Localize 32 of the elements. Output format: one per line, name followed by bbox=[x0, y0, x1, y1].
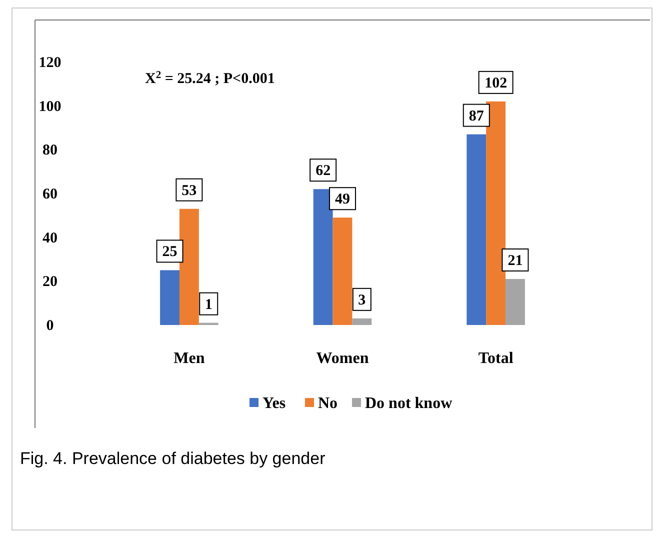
bar bbox=[313, 189, 333, 325]
data-label: 87 bbox=[468, 108, 484, 124]
y-tick-label: 0 bbox=[46, 318, 54, 334]
y-tick-label: 60 bbox=[42, 186, 58, 202]
data-label: 49 bbox=[335, 192, 350, 208]
x-tick-label: Men bbox=[174, 350, 205, 367]
bar bbox=[466, 134, 486, 325]
x-tick-label: Women bbox=[316, 350, 369, 367]
bar bbox=[506, 278, 525, 325]
bar bbox=[352, 318, 372, 325]
y-tick-label: 40 bbox=[42, 230, 58, 246]
x-tick-label: Total bbox=[478, 350, 514, 367]
annotation: X$^{2}$ = 25.24 ; P<0.001 bbox=[145, 70, 275, 87]
y-tick-label: 120 bbox=[38, 55, 62, 71]
y-tick-label: 80 bbox=[42, 142, 58, 159]
y-tick-label: 20 bbox=[42, 274, 58, 290]
legend-label: Yes bbox=[262, 395, 286, 412]
data-label: 1 bbox=[204, 296, 212, 313]
bar bbox=[179, 208, 199, 325]
bar bbox=[332, 218, 352, 325]
y-tick-label: 100 bbox=[38, 98, 62, 115]
bar bbox=[486, 101, 506, 325]
legend-label: No bbox=[318, 395, 338, 412]
caption: Fig. 4. Prevalence of diabetes by gender bbox=[20, 449, 326, 468]
data-label: 53 bbox=[182, 182, 197, 199]
data-label: 25 bbox=[162, 244, 178, 260]
bar bbox=[160, 270, 180, 325]
data-label: 102 bbox=[484, 75, 508, 92]
data-label: 62 bbox=[316, 163, 331, 180]
legend-label: Do not know bbox=[365, 395, 453, 412]
data-label: 21 bbox=[508, 252, 523, 269]
data-label: 3 bbox=[358, 292, 366, 308]
